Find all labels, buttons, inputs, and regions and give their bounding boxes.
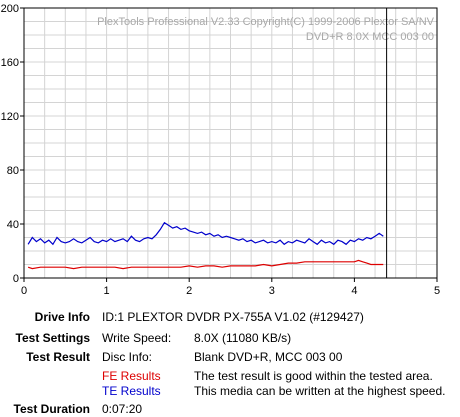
- y-tick-label: 40: [7, 219, 19, 231]
- x-tick-label: 4: [351, 285, 357, 297]
- x-tick-label: 3: [269, 285, 275, 297]
- series-line-te-results: [27, 221, 384, 246]
- grid: [24, 8, 437, 278]
- test-settings-label: Test Settings: [15, 331, 90, 345]
- disc-info-value: Blank DVD+R, MCC 003 00: [194, 350, 343, 364]
- x-tick-label: 2: [186, 285, 192, 297]
- watermark-line2: DVD+R 8.0X MCC 003 00: [306, 31, 434, 43]
- x-tick-label: 0: [21, 285, 27, 297]
- y-axis: 0 40 80 120 160 200: [1, 3, 24, 285]
- watermark-line1: PlexTools Professional V2.33 Copyright(C…: [97, 16, 435, 28]
- write-speed-key: Write Speed:: [102, 331, 172, 345]
- te-results-text: This media can be written at the highest…: [194, 384, 446, 398]
- plot-frame: [23, 7, 438, 279]
- test-duration-value: 0:07:20: [102, 402, 143, 416]
- y-tick-label: 160: [1, 57, 19, 69]
- test-duration-label: Test Duration: [13, 402, 90, 416]
- y-tick-label: 200: [1, 3, 19, 15]
- series-line-fe-results: [27, 259, 384, 270]
- chart: PlexTools Professional V2.33 Copyright(C…: [1, 3, 440, 297]
- te-results-label: TE Results: [102, 384, 161, 398]
- drive-info-label: Drive Info: [34, 310, 90, 324]
- y-tick-label: 120: [1, 111, 19, 123]
- y-tick-label: 0: [13, 273, 19, 285]
- drive-info-value: ID:1 PLEXTOR DVDR PX-755A V1.02 (#129427…: [102, 310, 364, 324]
- x-tick-label: 5: [434, 285, 440, 297]
- x-tick-label: 1: [104, 285, 110, 297]
- x-axis: 0 1 2 3 4 5: [21, 278, 440, 297]
- fe-results-label: FE Results: [102, 369, 161, 383]
- series-layer: [27, 221, 384, 270]
- test-result-label: Test Result: [26, 350, 90, 364]
- y-tick-label: 80: [7, 165, 19, 177]
- disc-info-key: Disc Info:: [102, 350, 153, 364]
- fe-results-text: The test result is good within the teste…: [194, 369, 433, 383]
- write-speed-value: 8.0X (11080 KB/s): [194, 331, 292, 345]
